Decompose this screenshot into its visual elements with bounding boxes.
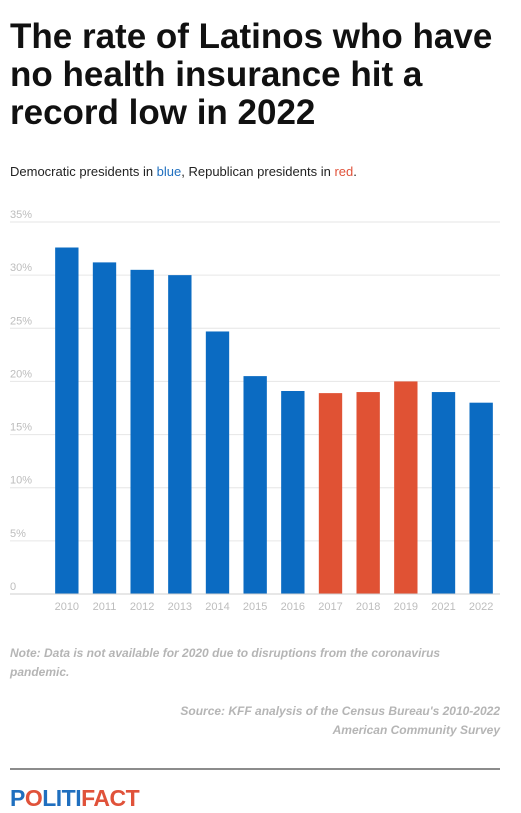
- x-tick-label: 2017: [318, 601, 342, 613]
- x-tick-label: 2010: [55, 601, 79, 613]
- y-tick-label: 10%: [10, 475, 32, 487]
- x-tick-label: 2014: [205, 601, 229, 613]
- subtitle-text-2: , Republican presidents in: [181, 164, 335, 179]
- bar-2012: [130, 269, 154, 594]
- subtitle-red-word: red: [334, 164, 354, 179]
- bar-2017: [318, 393, 343, 594]
- x-tick-label: 2019: [394, 601, 418, 613]
- source-line-2: American Community Survey: [332, 723, 500, 737]
- bar-2019: [394, 381, 418, 594]
- y-tick-label: 5%: [10, 528, 26, 540]
- bar-chart: 05%10%15%20%25%30%35% 2010 2011 2012 2013 20…: [10, 209, 500, 613]
- subtitle-text-1: Democratic presidents in: [10, 164, 157, 179]
- y-axis-ticks: 0 5% 10% 15% 20% 25% 30% 35%: [10, 209, 32, 593]
- chart-subtitle: Democratic presidents in blue, Republica…: [10, 164, 357, 179]
- bar-2015: [243, 376, 267, 594]
- x-tick-label: 2013: [168, 601, 192, 613]
- x-tick-label: 2021: [431, 601, 455, 613]
- bar-2014: [205, 331, 230, 594]
- x-tick-label: 2012: [130, 601, 154, 613]
- logo-text-fact: FACT: [81, 785, 140, 811]
- y-tick-label: 25%: [10, 315, 32, 327]
- politifact-logo: POLITIFACT: [10, 785, 140, 811]
- subtitle-blue-word: blue: [156, 164, 182, 179]
- x-tick-label: 2015: [243, 601, 267, 613]
- bar-2016: [281, 390, 305, 594]
- logo-text-liti: LITI: [42, 785, 82, 811]
- y-tick-label: 15%: [10, 422, 32, 434]
- bar-2022: [469, 402, 493, 594]
- x-axis-ticks: 2010 2011 2012 2013 2014 2015 2016 2017 2018 2019…: [55, 601, 494, 613]
- footer-divider: [10, 768, 500, 770]
- y-tick-label: 35%: [10, 209, 32, 221]
- x-tick-label: 2022: [469, 601, 493, 613]
- x-tick-label: 2016: [281, 601, 305, 613]
- logo-text-p: P: [10, 785, 25, 811]
- bar-2011: [92, 262, 117, 594]
- bar-2021: [431, 392, 456, 594]
- bars: [55, 247, 493, 594]
- source-text: Source: KFF analysis of the Census Burea…: [80, 702, 500, 740]
- chart-title: The rate of Latinos who have no health i…: [10, 17, 493, 132]
- x-tick-label: 2018: [356, 601, 380, 613]
- subtitle-text-3: .: [353, 164, 357, 179]
- y-tick-label: 0: [10, 581, 16, 593]
- source-line-1: Source: KFF analysis of the Census Burea…: [180, 704, 500, 718]
- y-tick-label: 20%: [10, 368, 32, 380]
- note-text: Note: Data is not available for 2020 due…: [10, 646, 441, 679]
- logo-text-o: O: [24, 785, 43, 811]
- x-tick-label: 2011: [93, 601, 117, 613]
- y-tick-label: 30%: [10, 262, 32, 274]
- bar-2010: [55, 247, 79, 594]
- bar-2018: [356, 392, 380, 594]
- bar-2013: [168, 275, 192, 594]
